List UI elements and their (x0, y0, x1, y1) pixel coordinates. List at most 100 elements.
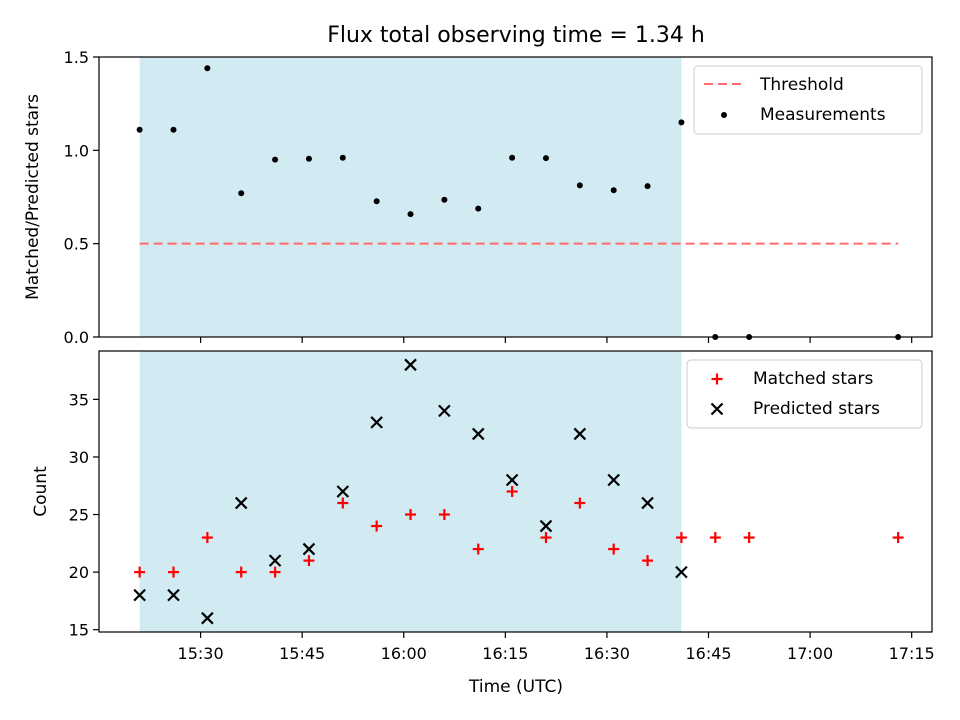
marker-stroke (234, 496, 248, 510)
observing-window-shade (139, 57, 682, 337)
legend-label: Predicted stars (753, 399, 880, 419)
data-point (170, 126, 177, 133)
legend-swatch (721, 112, 727, 118)
marker-stroke (336, 485, 350, 498)
marker-stroke (573, 427, 587, 441)
data-point (336, 485, 350, 498)
y-tick-label: 20 (69, 563, 89, 582)
x-tick-label: 17:15 (889, 644, 935, 663)
data-point (238, 190, 245, 197)
data-point (133, 588, 146, 602)
top-panel: 0.0 0.5 1.0 1.5 Matched/Predicted stars Thres… (23, 48, 933, 347)
data-point (438, 509, 450, 521)
data-point (576, 182, 583, 189)
y-tick-label: 25 (69, 506, 89, 525)
marker-stroke (404, 358, 417, 372)
x-tick-label: 16:15 (482, 644, 528, 663)
data-point (167, 566, 179, 578)
data-point (204, 65, 211, 72)
data-point (302, 542, 316, 556)
data-point (539, 519, 553, 533)
data-point (892, 532, 904, 544)
data-point (303, 555, 315, 567)
x-tick-label: 16:45 (685, 644, 731, 663)
data-point (506, 486, 518, 497)
data-point (201, 532, 213, 544)
bottom-panel: 15 20 25 30 35 15:30 15:45 16:00 16:15 16:30 16:45… (31, 350, 935, 663)
legend-label: Measurements (760, 105, 886, 125)
chart-title: Flux total observing time = 1.34 h (327, 23, 705, 48)
data-point (472, 543, 484, 555)
x-tick-label: 17:00 (787, 644, 833, 663)
data-point (574, 497, 586, 509)
marker-stroke (505, 473, 519, 487)
marker-stroke (133, 588, 146, 602)
data-point (608, 543, 620, 555)
data-point (407, 211, 414, 218)
y-tick-label: 15 (69, 621, 89, 640)
data-point (272, 156, 279, 163)
y-tick-label: 30 (69, 448, 89, 467)
data-point (441, 196, 448, 203)
y-tick-label: 35 (69, 390, 89, 409)
plot-frame (98, 350, 933, 633)
data-point (268, 554, 282, 567)
data-point (675, 532, 687, 544)
data-point (678, 119, 685, 126)
marker-stroke (539, 519, 553, 533)
data-point (371, 520, 383, 532)
data-point (337, 497, 349, 509)
data-point (607, 473, 620, 487)
data-point (404, 358, 417, 372)
marker-stroke (268, 554, 282, 567)
marker-stroke (438, 404, 451, 418)
data-point (234, 496, 248, 510)
legend-swatch (710, 402, 724, 416)
legend-box (686, 359, 923, 429)
x-tick-label: 16:00 (381, 644, 427, 663)
data-point (405, 509, 417, 521)
y-tick-label: 0.0 (64, 328, 89, 347)
data-point (167, 588, 180, 602)
legend: Matched stars Predicted stars (686, 359, 923, 429)
data-point (675, 565, 688, 579)
x-axis-label: Time (UTC) (468, 677, 563, 697)
observing-window-shade (139, 351, 682, 632)
plot-frame (98, 56, 933, 338)
data-point (709, 532, 721, 544)
data-point (641, 496, 654, 510)
marker-stroke (201, 611, 214, 625)
data-point (305, 155, 312, 162)
data-point (235, 566, 247, 578)
legend-label: Matched stars (753, 369, 873, 389)
data-point (471, 427, 485, 441)
matched-stars-series (134, 486, 904, 578)
marker-stroke (370, 416, 383, 429)
x-tick-label: 15:45 (279, 644, 325, 663)
y-axis-label: Matched/Predicted stars (23, 94, 43, 300)
marker-stroke (607, 473, 620, 487)
data-point (610, 187, 617, 194)
data-point (573, 427, 587, 441)
legend-box (693, 65, 923, 135)
marker-stroke (302, 542, 316, 556)
y-tick-label: 0.5 (64, 235, 89, 254)
data-point (475, 205, 482, 212)
predicted-stars-series (133, 358, 688, 625)
data-point (644, 183, 651, 190)
x-tick-label: 16:30 (584, 644, 630, 663)
y-tick-label: 1.5 (64, 48, 89, 67)
y-axis-label: Count (31, 466, 51, 517)
legend-swatch (711, 373, 723, 385)
y-tick-label: 1.0 (64, 141, 89, 160)
data-point (509, 154, 516, 161)
marker-stroke (675, 565, 688, 579)
marker-stroke (167, 588, 180, 602)
data-point (373, 198, 380, 205)
data-point (201, 611, 214, 625)
marker-stroke (471, 427, 485, 441)
data-point (642, 555, 654, 567)
data-point (269, 566, 281, 578)
data-point (540, 532, 552, 544)
